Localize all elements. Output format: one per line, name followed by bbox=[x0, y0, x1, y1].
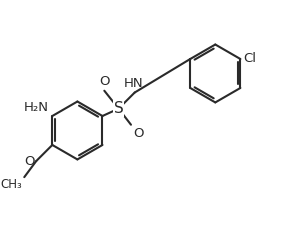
Text: HN: HN bbox=[124, 77, 144, 90]
Text: O: O bbox=[99, 75, 110, 88]
Text: O: O bbox=[133, 126, 144, 140]
Text: H₂N: H₂N bbox=[24, 101, 49, 114]
Text: O: O bbox=[24, 155, 34, 168]
Text: CH₃: CH₃ bbox=[1, 178, 23, 191]
Text: S: S bbox=[114, 101, 123, 116]
Text: Cl: Cl bbox=[243, 53, 257, 65]
